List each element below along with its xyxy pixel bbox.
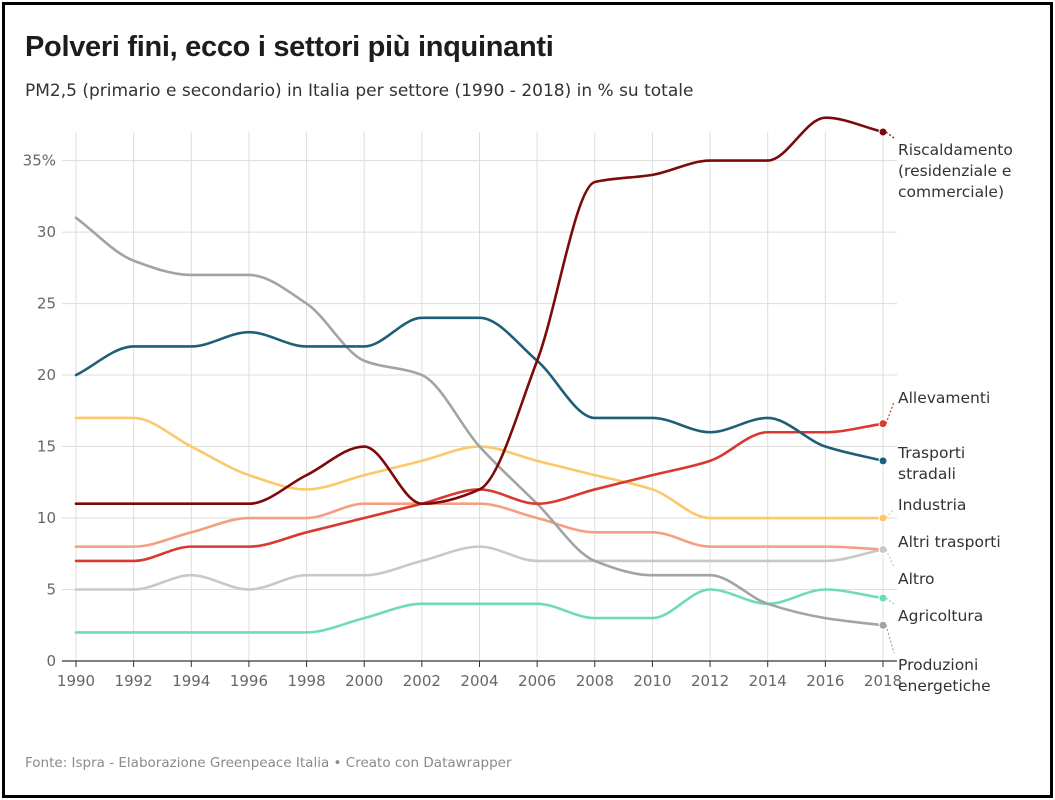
x-tick-label: 1992 — [115, 672, 153, 690]
series-label-line: Agricoltura — [898, 607, 983, 625]
series-endpoint-7 — [878, 620, 888, 630]
series-label: Altro — [898, 570, 935, 588]
series-label-line: Altri trasporti — [898, 533, 1001, 551]
series-line-6 — [74, 588, 885, 634]
chart-subtitle: PM2,5 (primario e secondario) in Italia … — [25, 81, 694, 101]
chart-source-footer: Fonte: Ispra - Elaborazione Greenpeace I… — [25, 755, 512, 771]
y-tick-label: 25 — [37, 295, 56, 313]
series-label-line: stradali — [898, 465, 956, 483]
series-label: Riscaldamento (residenziale e commerciale) — [898, 141, 1013, 201]
series-endpoint-0 — [878, 127, 888, 137]
chart-title: Polveri fini, ecco i settori più inquina… — [25, 31, 554, 63]
y-tick-label: 0 — [46, 652, 56, 670]
series-endpoint-2 — [878, 456, 888, 466]
series-line-5 — [74, 545, 885, 591]
label-leader-line — [885, 401, 895, 424]
series-label-line: Produzioni — [898, 656, 978, 674]
series-label-line: energetiche — [898, 677, 991, 695]
label-leader-line — [885, 625, 895, 654]
series-label: Allevamenti — [898, 389, 990, 407]
y-tick-label: 20 — [37, 366, 56, 384]
series-endpoint-3 — [878, 513, 888, 523]
y-tick-label: 30 — [37, 223, 56, 241]
label-leader-line — [885, 549, 895, 568]
x-tick-label: 2010 — [633, 672, 671, 690]
grid — [62, 132, 897, 661]
series-label: Produzioni energetiche — [898, 656, 991, 695]
axes: 0 5 10 15 20 25 30 35% 1990 1992 1994 1996 1998 2000 2… — [23, 152, 902, 690]
series-line-0 — [74, 116, 885, 506]
x-tick-label: 2000 — [345, 672, 383, 690]
series-labels: Riscaldamento (residenziale e commerciale)… — [885, 131, 1013, 695]
series-label-line: commerciale) — [898, 183, 1004, 201]
x-tick-label: 2012 — [691, 672, 729, 690]
series-label-line: Trasporti — [897, 444, 965, 462]
series-label-line: Altro — [898, 570, 935, 588]
series-endpoint-5 — [878, 544, 888, 554]
series-label-line: (residenziale e — [898, 162, 1011, 180]
x-tick-label: 2002 — [403, 672, 441, 690]
label-leader-line — [885, 131, 895, 139]
series-label: Trasporti stradali — [897, 444, 965, 483]
x-tick-label: 2014 — [749, 672, 787, 690]
x-tick-label: 2008 — [576, 672, 614, 690]
y-tick-label: 5 — [46, 581, 56, 599]
series-lines — [74, 116, 888, 634]
series-line-2 — [74, 316, 885, 463]
series-label-line: Industria — [898, 496, 966, 514]
series-label-line: Allevamenti — [898, 389, 990, 407]
series-line-4 — [74, 502, 885, 551]
series-label: Agricoltura — [898, 607, 983, 625]
series-label-line: Riscaldamento — [898, 141, 1013, 159]
series-label: Altri trasporti — [898, 533, 1001, 551]
series-line-7 — [74, 216, 885, 627]
x-tick-label: 2006 — [518, 672, 556, 690]
x-tick-label: 1996 — [230, 672, 268, 690]
series-endpoint-6 — [878, 593, 888, 603]
x-tick-label: 2016 — [806, 672, 844, 690]
x-tick-label: 1994 — [172, 672, 210, 690]
label-leader-line — [885, 597, 895, 605]
x-tick-label: 2018 — [864, 672, 902, 690]
x-tick-label: 1998 — [287, 672, 325, 690]
series-label: Industria — [898, 496, 966, 514]
y-tick-label: 15 — [37, 438, 56, 456]
series-endpoint-1 — [878, 419, 888, 429]
label-leader-line — [885, 508, 895, 519]
y-tick-label: 35% — [23, 152, 56, 170]
x-tick-label: 2004 — [460, 672, 498, 690]
y-tick-label: 10 — [37, 509, 56, 527]
x-tick-label: 1990 — [57, 672, 95, 690]
